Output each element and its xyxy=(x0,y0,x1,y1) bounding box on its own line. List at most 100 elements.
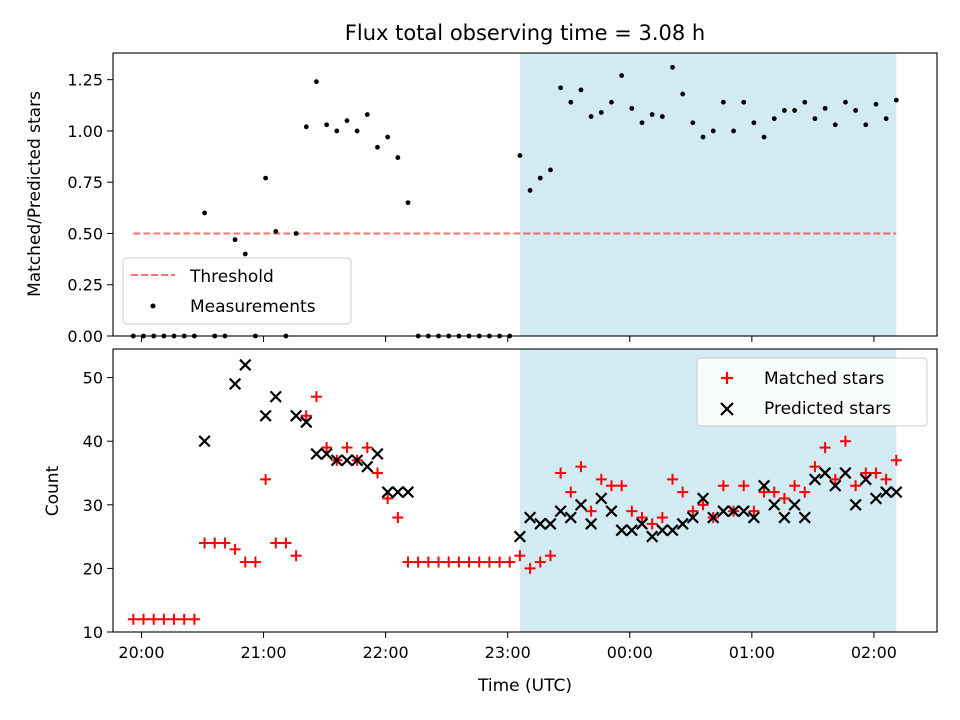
measurement-point xyxy=(670,64,675,70)
matched-star-marker xyxy=(138,613,150,625)
predicted-star-marker xyxy=(585,517,598,530)
matched-star-marker xyxy=(778,492,790,504)
bottom-x-ticks: 20:00 21:00 22:00 23:00 00:00 01:00 02:00 xyxy=(118,632,897,662)
predicted-star-marker xyxy=(676,517,689,530)
predicted-star-marker xyxy=(513,530,526,543)
top-shaded-interval xyxy=(519,53,897,336)
predicted-star-marker xyxy=(707,511,720,524)
predicted-star-marker xyxy=(819,466,832,480)
matched-star-marker xyxy=(260,473,272,485)
measurement-point xyxy=(720,99,726,105)
predicted-star-marker xyxy=(788,498,801,511)
measurement-point xyxy=(822,105,828,111)
bottom-legend-box xyxy=(696,357,928,427)
predicted-star-marker xyxy=(310,447,323,461)
predicted-star-marker xyxy=(544,517,557,530)
measurement-point xyxy=(517,153,523,158)
measurement-point xyxy=(242,251,248,257)
matched-star-marker xyxy=(636,512,648,524)
matched-star-marker xyxy=(829,473,841,485)
y-tick-label: 30 xyxy=(83,496,103,515)
measurement-point xyxy=(812,116,818,122)
predicted-star-marker xyxy=(656,524,669,537)
predicted-star-marker xyxy=(320,447,333,461)
predicted-star-marker xyxy=(534,517,547,530)
matched-star-marker xyxy=(453,556,465,568)
measurement-point xyxy=(741,99,747,105)
matched-star-marker xyxy=(270,537,282,549)
threshold-legend-label: Threshold xyxy=(189,267,274,287)
measurement-point xyxy=(782,108,787,113)
bottom-axes-frame xyxy=(112,348,938,633)
matched-star-marker xyxy=(229,543,241,555)
predicted-star-marker xyxy=(666,524,679,537)
y-tick-label: 50 xyxy=(83,369,103,388)
predicted-star-marker xyxy=(696,492,710,505)
predicted-star-marker xyxy=(524,511,537,524)
measurement-point xyxy=(771,116,777,122)
measurement-point xyxy=(334,128,340,134)
predicted-star-points xyxy=(198,358,903,543)
matched-star-marker xyxy=(687,505,699,517)
matched-star-marker xyxy=(504,556,516,568)
x-tick-label: 21:00 xyxy=(241,643,287,662)
measurement-point xyxy=(405,200,411,206)
matched-star-marker xyxy=(544,550,556,562)
predicted-star-marker xyxy=(259,409,272,422)
measurement-point xyxy=(659,114,665,119)
matched-star-marker xyxy=(514,550,526,562)
matched-star-marker xyxy=(443,556,455,568)
measurement-point xyxy=(385,134,391,140)
matched-star-marker xyxy=(748,505,760,517)
measurement-point xyxy=(293,231,299,236)
matched-star-marker xyxy=(209,537,221,549)
y-tick-label: 0.75 xyxy=(67,173,103,192)
matched-legend-swatch xyxy=(721,372,733,384)
predicted-star-marker xyxy=(686,511,699,524)
matched-star-marker xyxy=(850,480,862,492)
y-tick-label: 0.25 xyxy=(67,276,103,295)
matched-star-marker xyxy=(199,537,211,549)
y-tick-label: 1.00 xyxy=(67,122,103,141)
matched-star-marker xyxy=(524,562,536,574)
top-panel: 0.00 0.25 0.50 0.75 1.00 1.25 Matched/Predict… xyxy=(25,52,938,346)
measurement-point xyxy=(853,108,859,113)
matched-star-marker xyxy=(819,442,831,454)
predicted-legend-label: Predicted stars xyxy=(764,399,891,419)
matched-star-marker xyxy=(758,486,770,498)
matched-star-marker xyxy=(626,505,638,517)
matched-star-marker xyxy=(280,537,292,549)
measurement-point xyxy=(690,120,696,126)
measurement-point xyxy=(761,134,767,140)
predicted-star-marker xyxy=(239,358,252,371)
top-legend-box xyxy=(122,257,352,325)
y-tick-label: 0.00 xyxy=(67,327,103,346)
x-axis-label: Time (UTC) xyxy=(477,676,572,696)
predicted-star-marker xyxy=(727,505,740,518)
predicted-star-marker xyxy=(808,473,822,486)
top-y-axis-label: Matched/Predicted stars xyxy=(25,91,45,297)
predicted-star-marker xyxy=(737,505,750,518)
y-tick-label: 10 xyxy=(83,623,103,642)
measurement-point xyxy=(395,155,401,160)
measurement-point xyxy=(537,175,543,181)
matched-star-marker xyxy=(646,518,658,530)
measurement-point xyxy=(273,229,279,234)
measurement-legend-label: Measurements xyxy=(190,297,316,317)
measurement-point xyxy=(303,124,309,130)
matched-star-marker xyxy=(809,461,821,473)
predicted-star-marker xyxy=(778,511,791,524)
matched-star-marker xyxy=(534,556,546,568)
matched-star-marker xyxy=(768,486,780,498)
matched-star-marker xyxy=(605,480,617,492)
bottom-legend: Matched stars Predicted stars xyxy=(696,357,928,427)
predicted-star-marker xyxy=(340,454,354,467)
measurement-point xyxy=(598,110,604,115)
measurement-point xyxy=(731,128,736,134)
matched-star-marker xyxy=(127,613,139,625)
measurement-point xyxy=(893,97,899,103)
predicted-star-marker xyxy=(880,486,893,499)
predicted-star-marker xyxy=(595,492,608,505)
matched-star-marker xyxy=(310,391,322,403)
bottom-y-axis-label: Count xyxy=(43,465,63,516)
